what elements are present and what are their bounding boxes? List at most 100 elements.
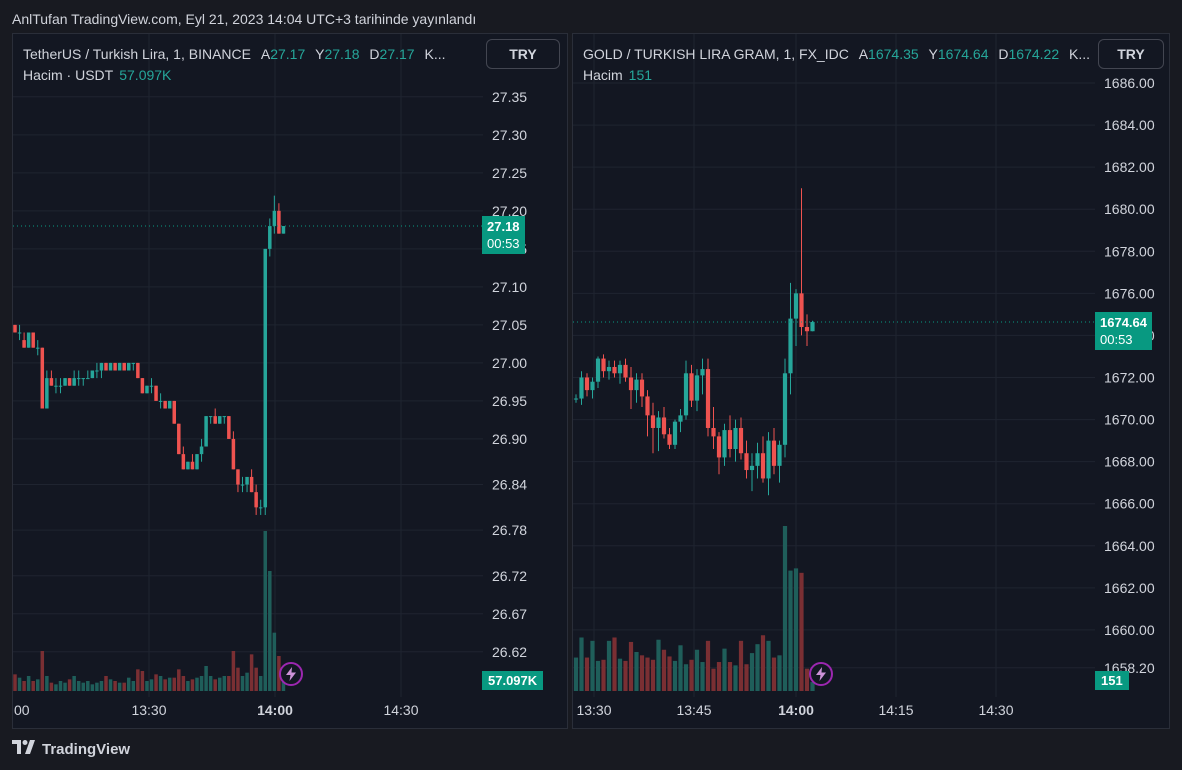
candle-body [711,427,716,437]
last-price-value: 27.18 [487,219,520,235]
candle-body [579,377,584,399]
y-tick-label: 1666.00 [1104,496,1155,512]
candle-body [136,362,140,379]
volume-bar [181,676,186,691]
volume-bar [127,677,131,691]
volume-bar [705,640,711,691]
y-tick-label: 26.62 [492,644,527,660]
volume-bar [579,637,584,691]
volume-bar [172,677,176,691]
gold-chart-canvas[interactable]: 1686.00 1684.00 1682.00 1680.00 1678.00 1676.… [573,34,1169,728]
volume-bar [227,676,231,691]
last-price-tag: 1674.64 00:53 [1095,311,1152,350]
x-tick-label: 13:45 [676,702,711,718]
x-tick-label: 13:30 [131,702,166,718]
volume-bar [199,676,204,691]
volume-bar [145,681,149,691]
volume-bar [738,640,744,691]
volume-tag: 57.097K [482,671,544,690]
volume-bar [254,667,258,691]
symbol-name[interactable]: TetherUS / Turkish Lira, 1, BINANCE [23,46,251,62]
candle-body [744,453,749,471]
candle-body [117,362,122,371]
volume-bar [612,637,617,691]
volume-bar [634,651,639,691]
candle-body [782,373,788,445]
volume-bar [272,632,277,691]
candle-body [623,364,628,378]
candle-body [612,366,617,374]
y-tick-label: 27.05 [492,317,527,333]
candle-body [760,453,766,479]
candle-body [45,378,49,409]
x-tick-label: 13:30 [576,702,611,718]
candle-body [86,378,90,380]
candle-body [656,417,661,428]
volume-bar [711,668,716,691]
y-tick-label: 1682.00 [1104,159,1155,175]
candle-body [667,434,672,445]
volume-bar [236,667,240,691]
lightning-icon[interactable] [279,662,303,686]
candle-body [738,427,744,454]
candle-body [810,321,815,332]
volume-bar [656,639,661,691]
volume-bar [90,684,95,691]
y-tick-label: 26.78 [492,522,527,538]
usdttry-chart-canvas[interactable]: 27.3527.3027.2527.2027.1527.1027.0527.00… [13,34,567,728]
symbol-name[interactable]: GOLD / TURKISH LIRA GRAM, 1, FX_IDC [583,46,849,62]
volume-bar [694,649,700,691]
currency-button[interactable]: TRY [1098,39,1164,69]
chart-panel-gold-try[interactable]: 1686.00 1684.00 1682.00 1680.00 1678.00 1676.… [572,33,1170,729]
volume-bar [766,640,771,691]
volume-bar [595,660,601,691]
bar-countdown: 00:53 [1100,331,1133,347]
footer-brand[interactable]: TradingView [12,740,130,758]
candle-body [113,362,117,371]
candle-body [650,415,656,428]
volume-bar [213,679,217,691]
candle-body [249,476,254,493]
candle-body [140,378,145,394]
x-tick-label: 13:00 [13,702,30,718]
candle-body [17,332,22,334]
candle-body [804,327,810,332]
currency-button[interactable]: TRY [486,39,560,69]
volume-bar [744,664,749,691]
volume-bar [263,531,267,691]
chart-panel-usdttry[interactable]: 27.3527.3027.2527.2027.1527.1027.0527.00… [12,33,568,729]
y-tick-label: 27.35 [492,89,527,105]
candle-body [245,476,249,485]
ohlc-d-value: 27.17 [379,46,415,62]
y-tick-label: 1668.00 [1104,454,1155,470]
volume-bar [204,666,208,691]
volume-bar [99,681,104,691]
y-tick-label: 26.95 [492,393,527,409]
ohlc-a-value: 1674.35 [868,46,919,62]
candle-body [595,358,601,382]
volume-bar [122,682,126,691]
volume-bar [167,677,172,691]
volume-bar [231,651,236,691]
ohlc-y-label: Y [928,46,938,62]
volume-bar [195,677,199,691]
lightning-icon[interactable] [809,662,833,686]
y-tick-label: 26.67 [492,606,527,622]
volume-bar [590,640,595,691]
volume-bar [722,648,727,691]
candle-body [36,347,40,349]
candle-body [590,381,595,391]
candle-body [661,417,667,435]
y-tick-label: 1664.00 [1104,538,1155,554]
candle-body [40,347,45,409]
candle-body [694,375,700,401]
volume-bar [222,676,227,691]
volume-bar [26,676,31,691]
volume-legend: Hacim · USDT 57.097K [23,67,171,83]
candle-body [177,423,181,455]
candle-body [573,398,579,400]
volume-bar [749,653,755,691]
candle-body [799,293,804,328]
candle-body [755,453,760,466]
candle-body [145,385,149,394]
